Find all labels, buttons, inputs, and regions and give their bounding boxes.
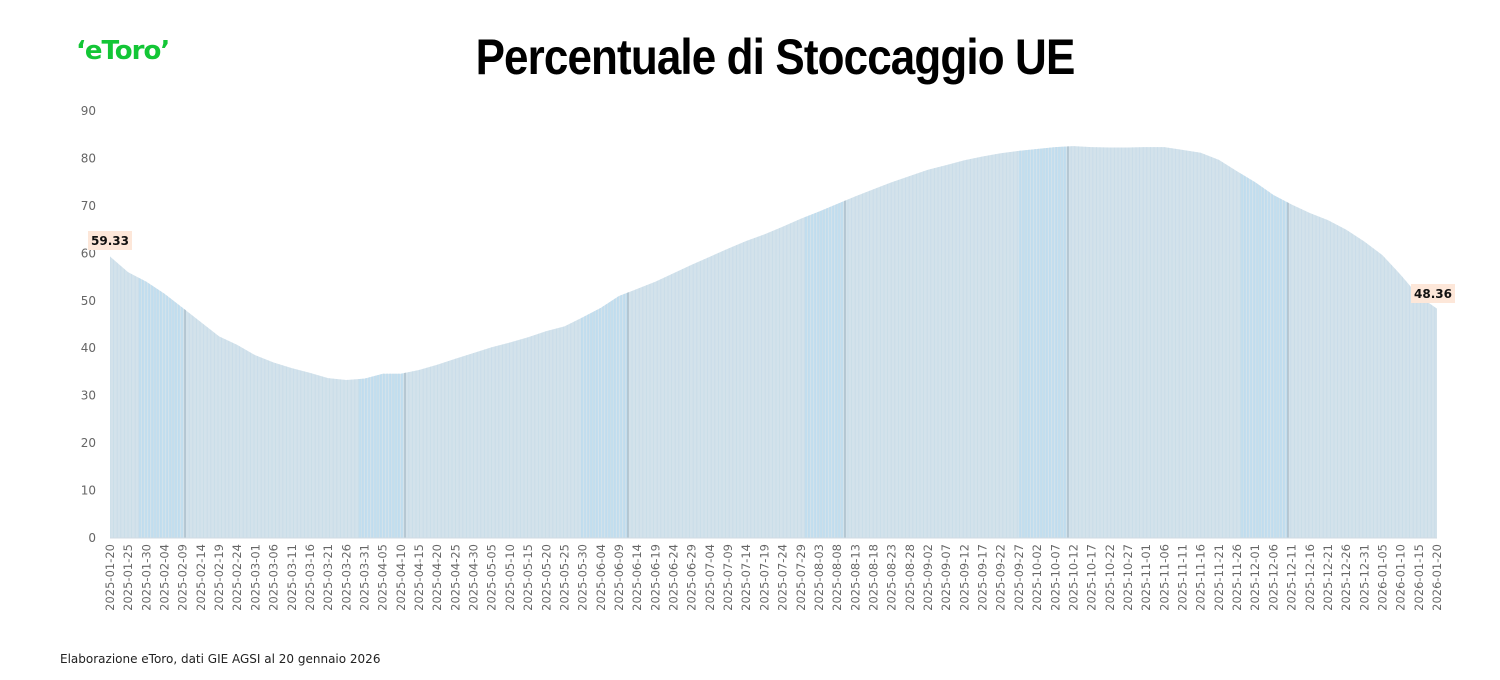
- y-tick-label: 0: [88, 531, 96, 545]
- x-tick-label: 2025-08-13: [848, 544, 862, 611]
- x-tick-label: 2025-09-02: [921, 544, 935, 611]
- x-tick-label: 2025-01-20: [103, 544, 117, 611]
- x-tick-label: 2025-03-16: [303, 544, 317, 611]
- x-tick-label: 2026-01-15: [1412, 544, 1426, 611]
- x-tick-label: 2025-07-24: [776, 544, 790, 611]
- y-tick-label: 30: [81, 389, 96, 403]
- x-tick-label: 2025-09-07: [939, 544, 953, 611]
- x-tick-label: 2025-12-31: [1357, 544, 1371, 611]
- etoro-logo: ‘eToro’: [76, 36, 170, 66]
- y-tick-label: 50: [81, 294, 96, 308]
- x-tick-label: 2025-11-01: [1139, 544, 1153, 611]
- x-tick-label: 2025-12-26: [1339, 544, 1353, 611]
- x-tick-label: 2025-06-29: [685, 544, 699, 611]
- x-tick-label: 2025-10-17: [1085, 544, 1099, 611]
- area-fill: [110, 146, 1437, 538]
- x-tick-label: 2025-05-10: [503, 544, 517, 611]
- x-tick-label: 2025-06-19: [648, 544, 662, 611]
- x-tick-label: 2025-03-26: [339, 544, 353, 611]
- data-labels: 59.33 48.36: [88, 231, 1455, 303]
- x-tick-label: 2025-09-12: [957, 544, 971, 611]
- x-tick-label: 2025-11-11: [1176, 544, 1190, 611]
- x-tick-label: 2025-12-16: [1303, 544, 1317, 611]
- x-tick-label: 2025-10-22: [1103, 544, 1117, 611]
- x-tick-label: 2025-03-11: [285, 544, 299, 611]
- x-tick-label: 2025-11-26: [1230, 544, 1244, 611]
- x-tick-label: 2025-07-29: [794, 544, 808, 611]
- x-tick-label: 2025-08-18: [867, 544, 881, 611]
- x-tick-label: 2025-10-02: [1030, 544, 1044, 611]
- y-tick-label: 80: [81, 151, 96, 165]
- x-tick-label: 2025-11-06: [1157, 544, 1171, 611]
- x-tick-label: 2025-03-21: [321, 544, 335, 611]
- x-tick-label: 2025-07-19: [757, 544, 771, 611]
- x-tick-label: 2025-09-17: [976, 544, 990, 611]
- x-tick-label: 2025-08-23: [885, 544, 899, 611]
- x-tick-label: 2025-10-27: [1121, 544, 1135, 611]
- x-tick-label: 2025-09-27: [1012, 544, 1026, 611]
- chart-title: Percentuale di Stoccaggio UE: [475, 29, 1076, 85]
- x-tick-label: 2025-03-06: [267, 544, 281, 611]
- x-tick-label: 2025-04-30: [467, 544, 481, 611]
- x-tick-label: 2025-05-30: [576, 544, 590, 611]
- x-tick-label: 2025-06-09: [612, 544, 626, 611]
- x-tick-label: 2025-08-03: [812, 544, 826, 611]
- x-tick-label: 2025-08-08: [830, 544, 844, 611]
- x-tick-label: 2025-11-21: [1212, 544, 1226, 611]
- x-tick-label: 2025-02-14: [194, 544, 208, 611]
- area-series: [110, 146, 1437, 539]
- x-tick-label: 2025-07-04: [703, 544, 717, 611]
- x-tick-label: 2025-02-24: [230, 544, 244, 611]
- y-tick-label: 40: [81, 341, 96, 355]
- x-tick-label: 2025-09-22: [994, 544, 1008, 611]
- data-label-box: [88, 231, 132, 250]
- x-tick-label: 2025-02-09: [176, 544, 190, 611]
- x-tick-label: 2026-01-10: [1394, 544, 1408, 611]
- x-tick-label: 2025-05-25: [558, 544, 572, 611]
- x-tick-label: 2025-04-05: [376, 544, 390, 611]
- x-tick-label: 2026-01-20: [1430, 544, 1444, 611]
- data-label-box: [1411, 284, 1455, 303]
- x-tick-label: 2025-06-04: [594, 544, 608, 611]
- x-tick-label: 2025-07-09: [721, 544, 735, 611]
- x-tick-label: 2025-02-04: [158, 544, 172, 611]
- x-tick-label: 2025-12-01: [1248, 544, 1262, 611]
- data-label: 59.33: [91, 234, 129, 248]
- x-tick-label: 2025-05-15: [521, 544, 535, 611]
- x-tick-label: 2025-03-01: [248, 544, 262, 611]
- x-tick-label: 2025-12-06: [1266, 544, 1280, 611]
- x-tick-label: 2025-06-24: [667, 544, 681, 611]
- x-tick-label: 2025-02-19: [212, 544, 226, 611]
- x-tick-label: 2025-12-21: [1321, 544, 1335, 611]
- x-tick-label: 2025-03-31: [358, 544, 372, 611]
- x-tick-label: 2025-10-12: [1066, 544, 1080, 611]
- x-tick-label: 2025-04-25: [448, 544, 462, 611]
- x-tick-label: 2025-06-14: [630, 544, 644, 611]
- x-tick-label: 2025-07-14: [739, 544, 753, 611]
- data-label: 48.36: [1414, 287, 1452, 301]
- x-tick-label: 2025-04-15: [412, 544, 426, 611]
- y-tick-label: 90: [81, 104, 96, 118]
- x-tick-label: 2025-05-20: [539, 544, 553, 611]
- x-tick-label: 2025-11-16: [1194, 544, 1208, 611]
- x-tick-label: 2025-05-05: [485, 544, 499, 611]
- x-tick-label: 2025-10-07: [1048, 544, 1062, 611]
- x-tick-label: 2025-08-28: [903, 544, 917, 611]
- y-tick-label: 20: [81, 436, 96, 450]
- x-tick-label: 2025-04-20: [430, 544, 444, 611]
- x-tick-label: 2025-12-11: [1285, 544, 1299, 611]
- x-tick-label: 2025-01-30: [139, 544, 153, 611]
- x-tick-label: 2025-04-10: [394, 544, 408, 611]
- y-tick-label: 10: [81, 484, 96, 498]
- x-tick-label: 2026-01-05: [1376, 544, 1390, 611]
- x-tick-label: 2025-01-25: [121, 544, 135, 611]
- y-tick-label: 70: [81, 199, 96, 213]
- x-axis: 2025-01-20 2025-01-25 2025-01-30 2025-02-04…: [103, 544, 1444, 611]
- source-note: Elaborazione eToro, dati GIE AGSI al 20 …: [60, 652, 381, 666]
